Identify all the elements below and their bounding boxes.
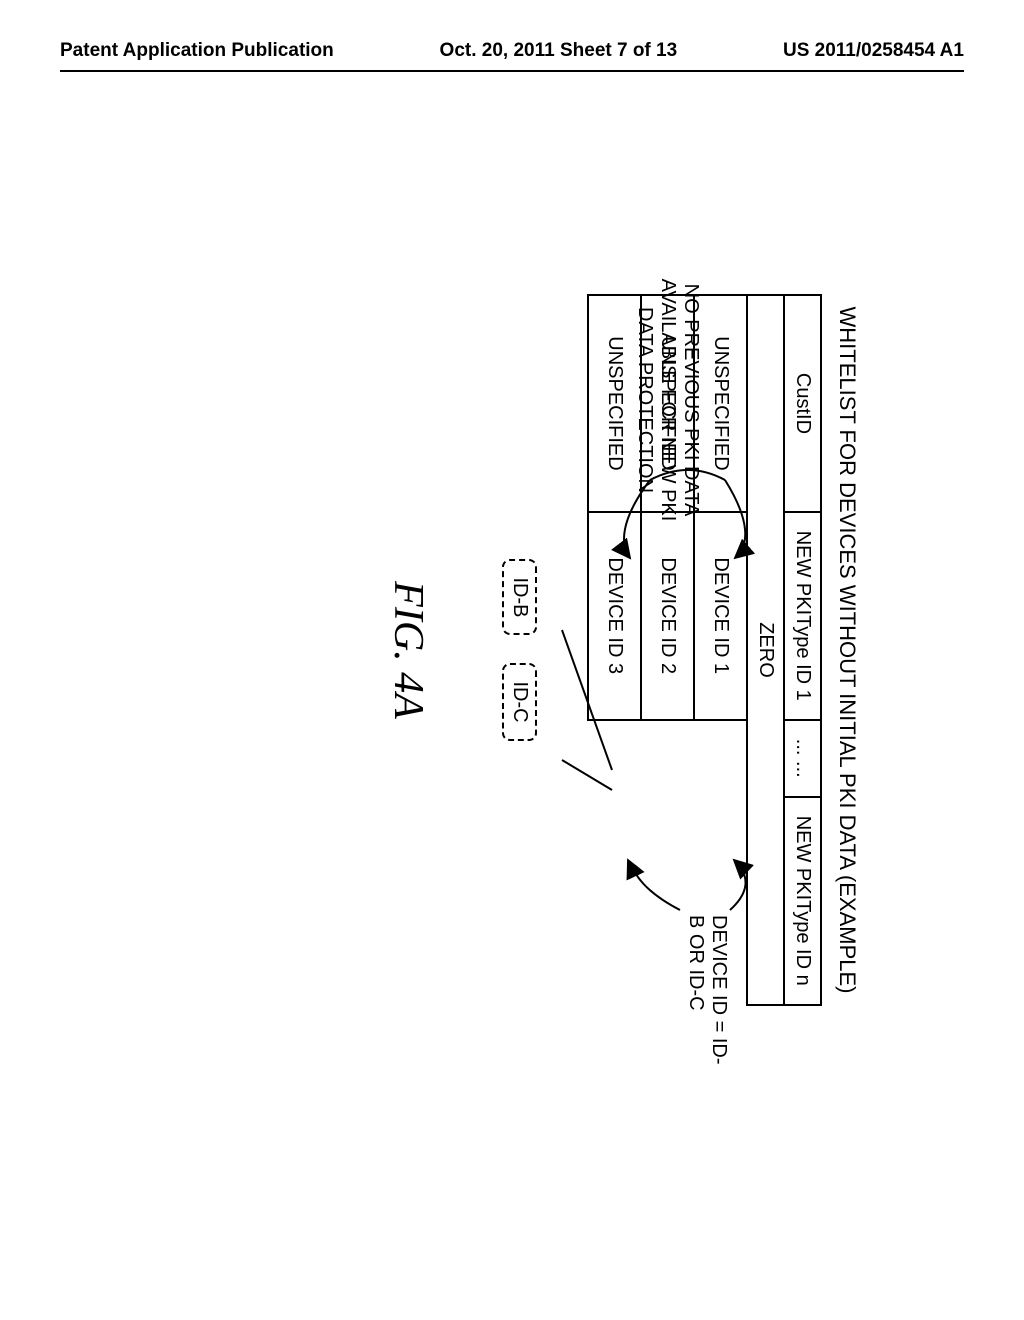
zero-cell: ZERO (747, 295, 784, 1005)
figure-title: WHITELIST FOR DEVICES WITHOUT INITIAL PK… (834, 0, 860, 1310)
right-annotation: DEVICE ID = ID-B OR ID-C (684, 915, 730, 1075)
figure-caption: FIG. 4A (384, 0, 432, 1310)
table-wrap: CustID NEW PKIType ID 1 ... ... NEW PKIT… (587, 0, 822, 1310)
whitelist-table: CustID NEW PKIType ID 1 ... ... NEW PKIT… (587, 294, 822, 1006)
col-pkitype-1: NEW PKIType ID 1 (784, 512, 821, 720)
zero-row: ZERO (747, 295, 784, 1005)
id-box-c: ID-C (502, 663, 537, 740)
cell-right: DEVICE ID 1 (694, 512, 747, 720)
left-annotation: NO PREVIOUS PKI DATA AVAILABLE FOR NEW P… (633, 260, 702, 540)
id-boxes-row: ID-B ID-C (502, 0, 537, 1310)
col-custid: CustID (784, 295, 821, 511)
id-box-b: ID-B (502, 559, 537, 635)
cell-right: DEVICE ID 2 (641, 512, 694, 720)
cell-right: DEVICE ID 3 (588, 512, 641, 720)
col-pkitype-n: NEW PKIType ID n (784, 797, 821, 1005)
table-header-row: CustID NEW PKIType ID 1 ... ... NEW PKIT… (784, 295, 821, 1005)
col-ellipsis: ... ... (784, 720, 821, 797)
figure-wrapper: WHITELIST FOR DEVICES WITHOUT INITIAL PK… (160, 0, 860, 1310)
